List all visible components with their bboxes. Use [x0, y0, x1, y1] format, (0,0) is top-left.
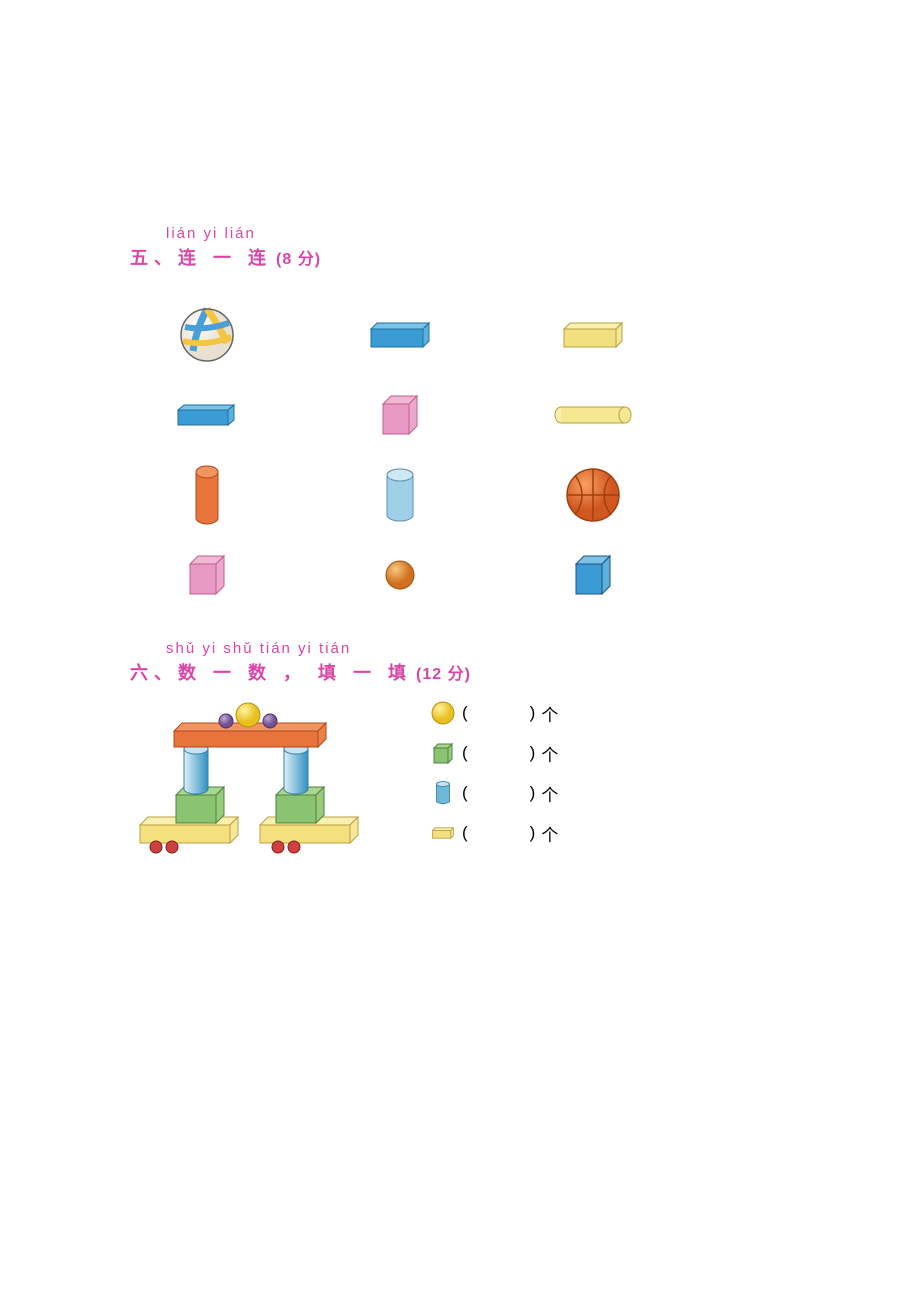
close-paren-2: ) [530, 743, 536, 763]
unit-3: 个 [541, 781, 558, 806]
section-5-pinyin: lián yi lián [166, 225, 690, 242]
open-paren: ( [462, 703, 468, 723]
answer-row-cylinder: ( ) 个 [430, 780, 558, 806]
open-paren-3: ( [462, 783, 468, 803]
cylinder-orange-icon [160, 460, 253, 530]
page-content: lián yi lián 五、 连 一 连 (8 分) [130, 225, 690, 855]
close-paren-3: ) [530, 783, 536, 803]
section-6-pinyin: shǔ yi shǔ tián yi tián [166, 640, 690, 657]
section-5-number: 五、 [130, 244, 178, 270]
answer-row-sphere: ( ) 个 [430, 700, 558, 726]
sphere-orange-icon [353, 540, 446, 610]
unit-2: 个 [541, 741, 558, 766]
answer-rows: ( ) 个 ( ) 个 ( ) 个 ( [430, 700, 558, 846]
section-5-title: 连 一 连 [178, 244, 272, 270]
answer-row-cube: ( ) 个 [430, 740, 558, 766]
section-5-header: lián yi lián 五、 连 一 连 (8 分) [130, 225, 690, 270]
section-5-title-row: 五、 连 一 连 (8 分) [130, 244, 690, 270]
section-6-title: 数 一 数 ， 填 一 填 [178, 659, 412, 685]
answer-row-cuboid: ( ) 个 [430, 820, 558, 846]
cuboid-yellow-icon [547, 300, 640, 370]
volleyball-icon [160, 300, 253, 370]
open-paren-4: ( [462, 823, 468, 843]
cylinder-yellow-icon [547, 380, 640, 450]
cuboid-blue-icon [353, 300, 446, 370]
block-structure-icon [130, 695, 370, 855]
close-paren-4: ) [530, 823, 536, 843]
cube-pink-icon [353, 380, 446, 450]
count-area: ( ) 个 ( ) 个 ( ) 个 ( [130, 695, 690, 855]
close-paren: ) [530, 703, 536, 723]
cube-pink-2-icon [160, 540, 253, 610]
section-5-points: (8 分) [276, 245, 321, 269]
matching-grid [160, 300, 640, 610]
section-6-number: 六、 [130, 659, 178, 685]
cylinder-blue-icon [353, 460, 446, 530]
section-6-points: (12 分) [416, 660, 471, 684]
unit: 个 [541, 701, 558, 726]
cuboid-blue-small-icon [160, 380, 253, 450]
basketball-icon [547, 460, 640, 530]
open-paren-2: ( [462, 743, 468, 763]
unit-4: 个 [541, 821, 558, 846]
cube-blue-icon [547, 540, 640, 610]
section-6-header: shǔ yi shǔ tián yi tián 六、 数 一 数 ， 填 一 填… [130, 640, 690, 685]
section-6-title-row: 六、 数 一 数 ， 填 一 填 (12 分) [130, 659, 690, 685]
